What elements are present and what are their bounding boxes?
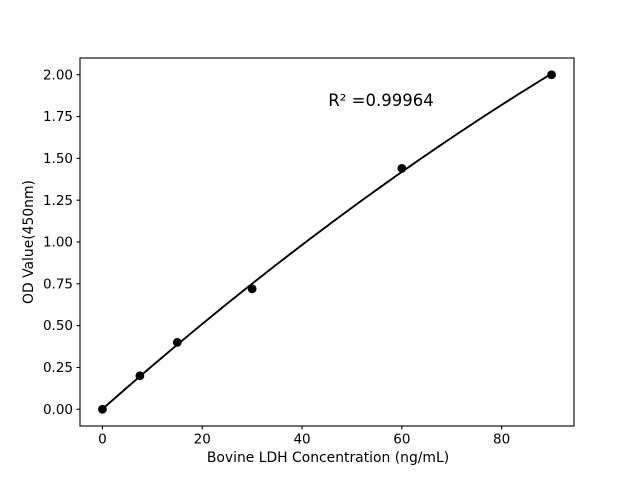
y-tick-label: 1.25 (43, 193, 73, 209)
data-point (98, 404, 107, 414)
y-tick-label: 0.00 (43, 402, 73, 418)
y-axis-label: OD Value(450nm) (21, 180, 37, 304)
x-tick-label: 80 (493, 432, 510, 448)
r-squared-annotation: R² =0.99964 (328, 91, 434, 110)
y-tick-label: 0.25 (43, 360, 73, 376)
plot-border (79, 57, 575, 427)
y-tick-label: 0.50 (43, 318, 73, 334)
x-axis-label: Bovine LDH Concentration (ng/mL) (206, 450, 450, 466)
x-tick-label: 0 (98, 432, 107, 448)
x-tick-label: 20 (194, 432, 211, 448)
data-point (135, 371, 145, 381)
data-point (172, 337, 182, 347)
y-tick-label: 1.75 (43, 109, 73, 125)
y-tick-label: 1.00 (43, 235, 73, 251)
x-tick-label: 60 (393, 432, 410, 448)
fit-line (101, 72, 553, 410)
y-tick-label: 2.00 (43, 67, 73, 83)
y-tick-label: 0.75 (43, 276, 73, 292)
data-point (247, 284, 257, 294)
data-point (397, 164, 407, 173)
data-point (547, 70, 556, 80)
x-tick-label: 40 (293, 432, 310, 448)
y-tick-label: 1.50 (43, 151, 73, 167)
